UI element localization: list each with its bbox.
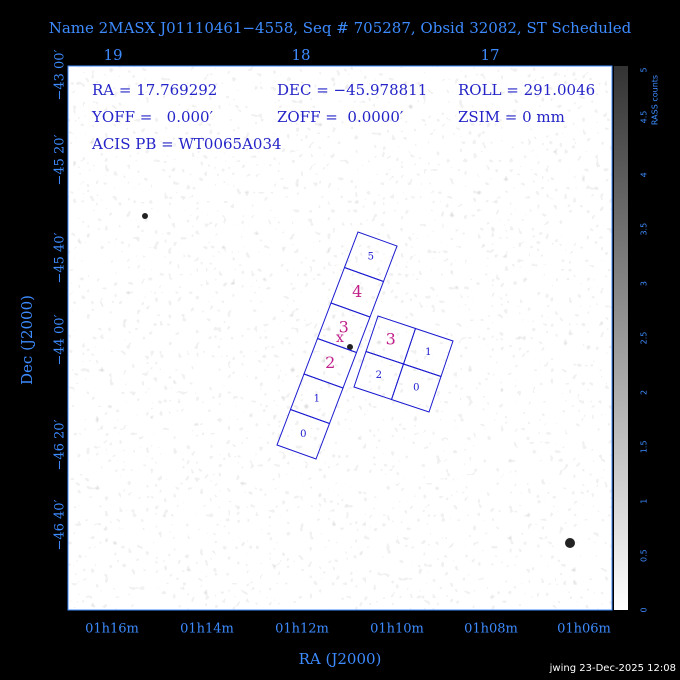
bottom-tick-label: 01h16m (85, 622, 139, 637)
bottom-tick-label: 01h12m (275, 622, 329, 637)
plot-frame (67, 65, 613, 611)
left-tick-label: −46 20′ (53, 419, 68, 470)
bottom-tick-label: 01h10m (370, 622, 424, 637)
info-acis: ACIS PB = WT0065A034 (91, 135, 282, 153)
source (142, 213, 148, 219)
colorbar-tick-label: 1 (640, 499, 649, 504)
chip-label: 2 (376, 370, 382, 381)
colorbar (614, 66, 628, 610)
colorbar-tick-label: 0.5 (640, 549, 649, 562)
colorbar-label: RASS counts (651, 75, 660, 125)
info-roll: ROLL = 291.0046 (458, 81, 595, 99)
footer: jwing 23-Dec-2025 12:08 (549, 663, 676, 674)
chip (390, 363, 442, 413)
sky-noise (68, 66, 612, 610)
chip-label: 2 (325, 353, 335, 372)
colorbar-tick-label: 2.5 (640, 332, 649, 345)
left-tick-label: −45 40′ (53, 232, 68, 283)
chip-label: 1 (425, 347, 431, 358)
source (565, 538, 575, 548)
colorbar-tick-label: 0 (640, 607, 649, 612)
chip-label: 3 (386, 330, 396, 349)
title: Name 2MASX J01110461−4558, Seq # 705287,… (49, 19, 632, 37)
y-axis-title: Dec (J2000) (18, 295, 36, 385)
top-tick-label: 19 (103, 46, 122, 64)
top-tick-label: 18 (291, 46, 310, 64)
top-tick-label: 17 (480, 46, 499, 64)
chip-label: 4 (352, 282, 362, 301)
bottom-tick-label: 01h08m (464, 622, 518, 637)
info-yoff: YOFF = 0.000′ (91, 108, 214, 126)
chip-label: 5 (368, 251, 374, 262)
x-axis-title: RA (J2000) (299, 650, 382, 668)
info-dec: DEC = −45.978811 (277, 81, 427, 99)
colorbar-tick-label: 1.5 (640, 440, 649, 453)
colorbar-tick-label: 4.5 (640, 111, 649, 124)
chip (343, 231, 398, 283)
colorbar-tick-label: 5 (640, 67, 649, 72)
colorbar-tick-label: 3 (640, 281, 649, 286)
colorbar-tick-label: 3.5 (640, 223, 649, 236)
info-zsim: ZSIM = 0 mm (458, 108, 565, 126)
info-zoff: ZOFF = 0.0000′ (277, 108, 404, 126)
chip-label: 0 (413, 383, 419, 394)
left-tick-label: −45 20′ (53, 134, 68, 185)
chip-label: 0 (300, 429, 306, 440)
source (347, 344, 353, 350)
info-ra: RA = 17.769292 (92, 81, 217, 99)
bottom-tick-label: 01h14m (180, 622, 234, 637)
colorbar-tick-label: 4 (640, 172, 649, 177)
colorbar-tick-label: 2 (640, 390, 649, 395)
chip-label: 1 (314, 393, 320, 404)
chip-label: 3 (339, 317, 349, 336)
left-tick-label: −43 00′ (53, 49, 68, 100)
bottom-tick-label: 01h06m (557, 622, 611, 637)
left-tick-label: −46 40′ (53, 499, 68, 550)
left-tick-label: −44 00′ (53, 314, 68, 365)
pointing-marker: x (336, 330, 344, 346)
